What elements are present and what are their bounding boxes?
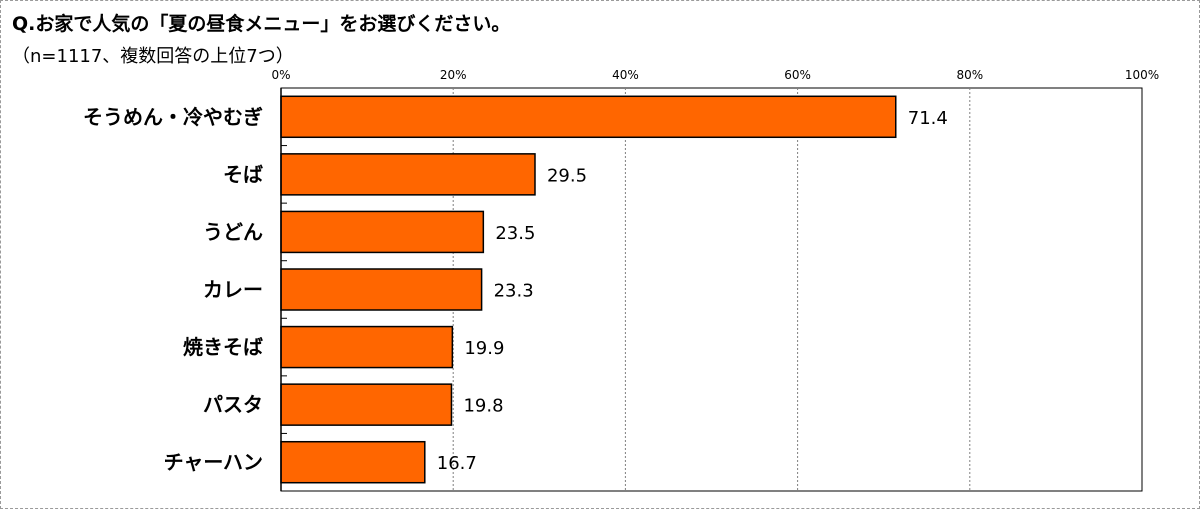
x-tick-label: 80% [956,68,983,82]
x-tick-label: 40% [612,68,639,82]
category-label: パスタ [203,393,263,417]
value-label: 23.5 [495,223,535,244]
bar [280,153,536,196]
category-label: チャーハン [164,450,263,474]
bar [280,440,426,484]
value-label: 16.7 [437,453,477,474]
chart-title: Q.お家で人気の「夏の昼食メニュー」をお選びください。 [12,13,511,35]
x-tick-label: 20% [440,68,467,82]
chart-subtitle: （n=1117、複数回答の上位7つ） [12,46,294,67]
value-label: 71.4 [908,108,948,129]
category-label: うどん [203,220,263,244]
bar [280,325,454,369]
bar [280,268,483,311]
value-label: 29.5 [547,165,587,186]
category-label: カレー [203,278,263,302]
bar [280,95,897,139]
category-label: そば [223,162,263,186]
category-label: 焼きそば [183,335,263,359]
x-tick-label: 100% [1125,68,1159,82]
value-label: 19.8 [463,396,503,417]
value-label: 23.3 [494,281,534,302]
x-tick-label: 60% [784,68,811,82]
bar [280,210,485,254]
value-label: 19.9 [464,338,504,359]
bar [280,383,453,426]
x-tick-label: 0% [271,68,290,82]
category-label: そうめん・冷やむぎ [83,105,263,129]
